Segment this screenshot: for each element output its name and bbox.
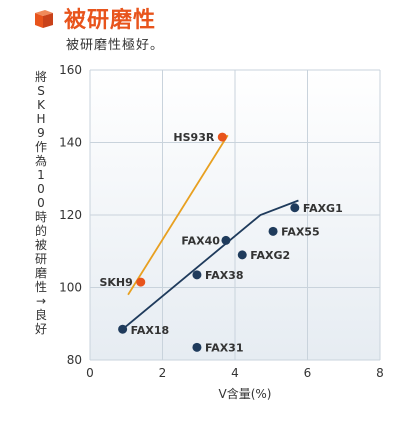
y-tick-labels: 80 100 120 140 160 [59, 63, 82, 367]
trend-line-2 [122, 199, 299, 330]
trend-line-1 [127, 134, 229, 296]
point-faxg1 [290, 203, 300, 213]
point-label-hs93r: HS93R [173, 131, 214, 144]
x-tick-label: 0 [86, 366, 94, 380]
cube-icon [35, 10, 53, 28]
point-fax40 [221, 235, 231, 245]
grid-lines [89, 69, 381, 361]
x-tick-label: 4 [231, 366, 239, 380]
point-skh9 [136, 277, 146, 287]
x-axis-title: V含量(%) [219, 386, 272, 401]
point-hs93r [217, 132, 227, 142]
y-tick-label: 160 [59, 63, 82, 77]
x-tick-label: 2 [159, 366, 167, 380]
x-tick-labels: 0 2 4 6 8 [86, 366, 384, 380]
y-tick-label: 80 [67, 353, 82, 367]
point-label-fax55: FAX55 [281, 225, 320, 238]
page-subtitle: 被研磨性極好。 [66, 38, 165, 53]
point-label-fax31: FAX31 [205, 341, 244, 354]
y-tick-label: 140 [59, 136, 82, 150]
point-labels: HS93R SKH9 FAXG1 FAX55 FAX40 FAXG2 FAX38 FAX18 F… [99, 131, 342, 354]
point-fax18 [118, 324, 128, 334]
trend-lines [122, 134, 299, 330]
y-axis-label: 將SKH9作為100時的被研磨性→良好 [34, 70, 47, 336]
point-label-fax38: FAX38 [205, 269, 244, 282]
point-label-fax18: FAX18 [131, 324, 170, 337]
x-tick-label: 6 [304, 366, 312, 380]
point-label-faxg1: FAXG1 [303, 202, 343, 215]
y-tick-label: 120 [59, 208, 82, 222]
x-tick-label: 8 [376, 366, 384, 380]
page-title: 被研磨性 [64, 8, 157, 33]
point-label-fax40: FAX40 [181, 234, 220, 247]
point-label-skh9: SKH9 [99, 276, 132, 289]
point-fax55 [268, 226, 278, 236]
y-tick-label: 100 [59, 281, 82, 295]
point-fax38 [192, 270, 202, 280]
point-faxg2 [237, 250, 247, 260]
point-label-faxg2: FAXG2 [250, 249, 290, 262]
point-fax31 [192, 342, 202, 352]
data-points [118, 132, 300, 352]
